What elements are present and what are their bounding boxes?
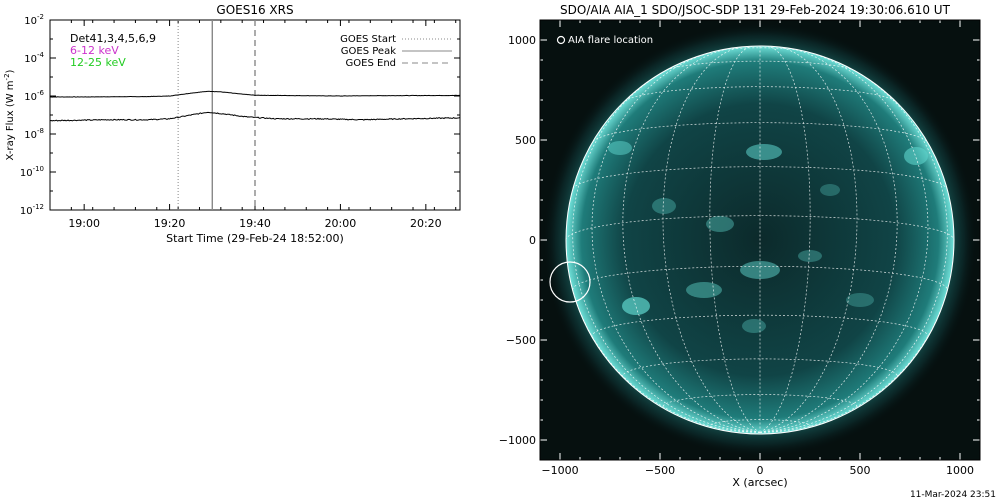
active-region <box>798 250 822 262</box>
grid-line <box>759 50 929 433</box>
goes-info-low-energy: 6-12 keV <box>70 44 119 57</box>
grid-line <box>622 47 761 433</box>
goes-x-tick-label: 19:40 <box>239 217 271 230</box>
grid-line <box>572 65 761 433</box>
aia-y-tick-label: 0 <box>529 234 536 247</box>
active-region <box>652 198 676 214</box>
aia-x-tick-label: 1000 <box>946 464 974 477</box>
aia-sun-layer <box>542 22 978 458</box>
active-region <box>706 216 734 232</box>
aia-title: SDO/AIA AIA_1 SDO/JSOC-SDP 131 29-Feb-20… <box>560 3 951 17</box>
goes-y-tick-label: 10-2 <box>24 13 44 27</box>
goes-y-tick-label: 10-10 <box>20 165 44 179</box>
aia-x-tick-label: 0 <box>757 464 764 477</box>
legend-goes-peak-label: GOES Peak <box>341 46 396 57</box>
flare-location-circle <box>549 261 591 303</box>
aia-tick-layer: −1000 −500 0 500 1000 1000 500 0 −500 −1000 <box>499 20 980 477</box>
goes-tick-layer: 19:00 19:20 19:40 20:00 20:20 10-2 10-4 10-6 10-… <box>20 13 460 230</box>
grid-line <box>759 47 898 433</box>
grid-line <box>572 265 948 290</box>
aia-x-tick-label: −1000 <box>541 464 578 477</box>
goes-series-layer <box>49 90 461 122</box>
goes-y-tick-label: 10-12 <box>20 203 44 217</box>
active-region <box>608 141 632 155</box>
aia-y-tick-label: 500 <box>515 134 536 147</box>
goes-y-axis-label: X-ray Flux (W m-2) <box>3 69 16 160</box>
aia-x-axis-label: X (arcsec) <box>732 476 787 489</box>
goes-chart: GOES16 XRS 19:00 19:20 19:40 20:00 20:20 10-2… <box>3 3 461 245</box>
goes-x-tick-label: 19:00 <box>68 217 100 230</box>
goes-y-tick-label: 10-4 <box>24 51 44 65</box>
goes-y-tick-label: 10-6 <box>24 89 44 103</box>
aia-y-tick-label: −500 <box>506 334 536 347</box>
grid-line <box>666 60 854 71</box>
goes-y-tick-label: 10-8 <box>24 127 44 141</box>
goes-long-channel-series <box>49 90 460 98</box>
grid-line <box>662 46 761 433</box>
aia-chart: SDO/AIA AIA_1 SDO/JSOC-SDP 131 29-Feb-20… <box>499 3 996 500</box>
active-region <box>846 293 874 307</box>
goes-x-tick-label: 19:20 <box>154 217 186 230</box>
active-region <box>820 184 840 196</box>
grid-line <box>709 46 761 433</box>
grid-line <box>759 46 858 433</box>
aia-legend-marker <box>556 35 566 45</box>
aia-legend-label: AIA flare location <box>568 35 653 46</box>
aia-plot-frame <box>539 19 981 461</box>
active-region <box>746 144 782 160</box>
aia-x-tick-label: 500 <box>850 464 871 477</box>
grid-line <box>662 394 858 410</box>
solar-limb <box>565 45 955 435</box>
goes-title: GOES16 XRS <box>216 3 293 17</box>
legend-goes-end-label: GOES End <box>346 58 396 69</box>
active-region <box>686 282 722 298</box>
goes-marker-layer <box>177 20 256 210</box>
grid-line <box>591 50 761 433</box>
active-region <box>622 297 650 315</box>
grid-line <box>759 65 948 433</box>
goes-x-tick-label: 20:00 <box>325 217 357 230</box>
active-region <box>742 319 766 333</box>
active-region <box>904 147 928 165</box>
goes-x-axis-label: Start Time (29-Feb-24 18:52:00) <box>166 232 344 245</box>
heliographic-grid <box>566 46 954 433</box>
goes-x-tick-label: 20:20 <box>410 217 442 230</box>
legend-goes-start-label: GOES Start <box>340 34 396 45</box>
aia-timestamp: 11-Mar-2024 23:51 <box>910 490 996 500</box>
goes-short-channel-series <box>49 111 461 122</box>
aia-x-tick-label: −500 <box>645 464 675 477</box>
aia-y-tick-label: 1000 <box>508 34 536 47</box>
goes-info-high-energy: 12-25 keV <box>70 56 126 69</box>
aia-y-tick-label: −1000 <box>499 434 536 447</box>
goes-info-detectors: Det41,3,4,5,6,9 <box>70 32 156 45</box>
grid-line <box>566 215 954 241</box>
active-region <box>740 261 780 279</box>
grid-line <box>759 46 811 433</box>
